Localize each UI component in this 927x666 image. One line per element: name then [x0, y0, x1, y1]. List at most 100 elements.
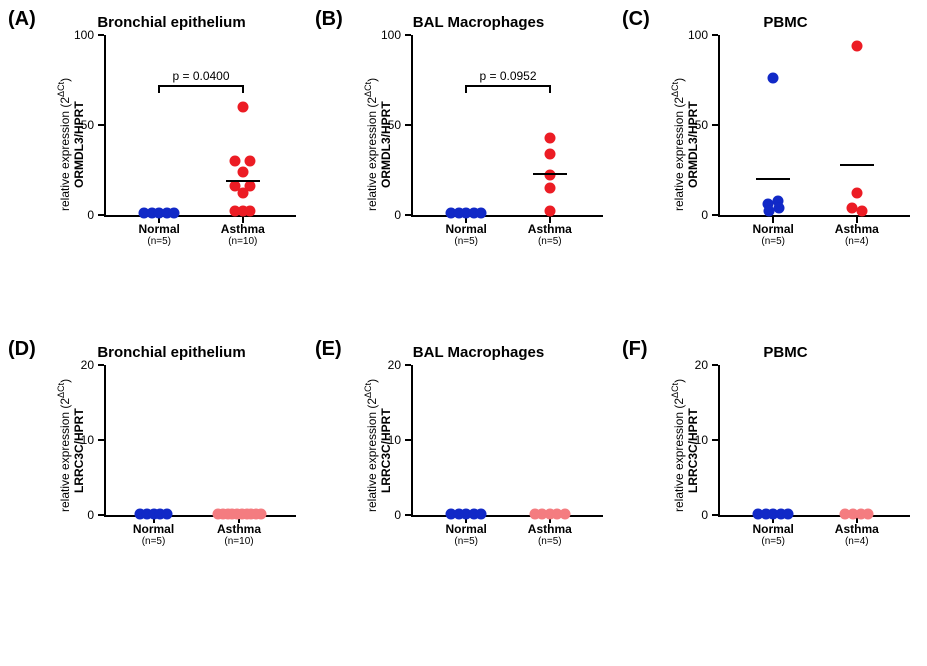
sig-bar — [159, 85, 243, 87]
y-tick — [405, 214, 411, 216]
x-tick-label: Asthma(n=5) — [528, 223, 572, 247]
mean-line — [840, 164, 874, 166]
y-axis-label-2: LRRC3C/HPRT — [379, 408, 393, 493]
y-axis-label-2: ORMDL3/HPRT — [72, 101, 86, 188]
y-tick-label: 10 — [388, 433, 401, 447]
axes: relative expression (2ΔCt)LRRC3C/HPRT010… — [104, 365, 296, 517]
y-axis-label-1: relative expression (2ΔCt) — [670, 379, 686, 512]
data-point — [851, 40, 862, 51]
y-tick — [98, 34, 104, 36]
data-point — [544, 183, 555, 194]
data-point — [230, 156, 241, 167]
data-point — [544, 206, 555, 217]
plot-wrap: PBMCrelative expression (2ΔCt)LRRC3C/HPR… — [656, 344, 915, 654]
y-tick-label: 0 — [394, 508, 401, 522]
sig-bar — [466, 85, 550, 87]
data-point — [237, 102, 248, 113]
y-tick-label: 50 — [695, 118, 708, 132]
axes: relative expression (2ΔCt)ORMDL3/HPRT050… — [718, 35, 910, 217]
y-tick-label: 50 — [81, 118, 94, 132]
y-tick-label: 100 — [74, 28, 94, 42]
y-tick — [712, 364, 718, 366]
y-tick-label: 100 — [688, 28, 708, 42]
y-tick — [405, 439, 411, 441]
y-tick — [98, 124, 104, 126]
y-tick — [98, 214, 104, 216]
data-point — [161, 509, 172, 520]
y-tick-label: 20 — [695, 358, 708, 372]
sig-tick — [158, 85, 160, 92]
y-axis-label-2: ORMDL3/HPRT — [686, 101, 700, 188]
y-tick-label: 10 — [695, 433, 708, 447]
y-tick-label: 20 — [388, 358, 401, 372]
y-tick — [712, 34, 718, 36]
y-tick — [712, 514, 718, 516]
y-axis-label-1: relative expression (2ΔCt) — [670, 78, 686, 211]
data-point — [237, 166, 248, 177]
data-point — [544, 132, 555, 143]
y-axis-label-2: ORMDL3/HPRT — [379, 101, 393, 188]
y-tick — [712, 439, 718, 441]
y-tick-label: 0 — [87, 508, 94, 522]
x-tick-label: Normal(n=5) — [133, 523, 174, 547]
data-point — [856, 206, 867, 217]
y-tick-label: 0 — [87, 208, 94, 222]
y-tick — [712, 124, 718, 126]
y-tick — [405, 514, 411, 516]
panel-letter: (D) — [8, 338, 36, 361]
sig-text: p = 0.0952 — [479, 69, 536, 83]
x-tick-label: Asthma(n=4) — [835, 523, 879, 547]
sig-tick — [549, 85, 551, 92]
y-tick-label: 50 — [388, 118, 401, 132]
panel-letter: (A) — [8, 8, 36, 31]
y-axis-label-1: relative expression (2ΔCt) — [363, 78, 379, 211]
x-tick-label: Normal(n=5) — [753, 223, 794, 247]
data-point — [169, 208, 180, 219]
plot-wrap: Bronchial epitheliumrelative expression … — [42, 344, 301, 654]
data-point — [783, 509, 794, 520]
panel-letter: (C) — [622, 8, 650, 31]
y-tick-label: 0 — [701, 208, 708, 222]
data-point — [255, 509, 266, 520]
y-axis-label-1: relative expression (2ΔCt) — [363, 379, 379, 512]
y-tick — [405, 364, 411, 366]
data-point — [851, 188, 862, 199]
data-point — [544, 148, 555, 159]
y-tick — [98, 364, 104, 366]
axes: relative expression (2ΔCt)LRRC3C/HPRT010… — [718, 365, 910, 517]
y-tick — [405, 124, 411, 126]
plot-wrap: PBMCrelative expression (2ΔCt)ORMDL3/HPR… — [656, 14, 915, 324]
y-tick — [98, 439, 104, 441]
panel-F: (F)PBMCrelative expression (2ΔCt)LRRC3C/… — [622, 338, 919, 658]
data-point — [237, 188, 248, 199]
plot-wrap: BAL Macrophagesrelative expression (2ΔCt… — [349, 344, 608, 654]
x-tick-label: Asthma(n=10) — [221, 223, 265, 247]
panel-letter: (E) — [315, 338, 342, 361]
y-tick-label: 0 — [394, 208, 401, 222]
panel-D: (D) Bronchial epitheliumrelative expressi… — [8, 338, 305, 658]
x-tick-label: Normal(n=5) — [139, 223, 180, 247]
data-point — [245, 156, 256, 167]
x-tick-label: Asthma(n=4) — [835, 223, 879, 247]
data-point — [476, 509, 487, 520]
x-tick-label: Normal(n=5) — [446, 223, 487, 247]
data-point — [245, 206, 256, 217]
mean-line — [533, 173, 567, 175]
axes: relative expression (2ΔCt)ORMDL3/HPRT050… — [411, 35, 603, 217]
panel-E: (E) BAL Macrophagesrelative expression (2… — [315, 338, 612, 658]
x-tick-label: Normal(n=5) — [446, 523, 487, 547]
y-tick — [405, 34, 411, 36]
sig-tick — [465, 85, 467, 92]
y-axis-label-1: relative expression (2ΔCt) — [56, 78, 72, 211]
y-tick-label: 20 — [81, 358, 94, 372]
figure-grid: (A) Bronchial epitheliumrelative expressi… — [8, 8, 919, 658]
mean-line — [756, 178, 790, 180]
plot-wrap: Bronchial epitheliumrelative expression … — [42, 14, 301, 324]
data-point — [560, 509, 571, 520]
x-tick-label: Asthma(n=5) — [528, 523, 572, 547]
data-point — [768, 73, 779, 84]
data-point — [863, 509, 874, 520]
y-tick — [712, 214, 718, 216]
data-point — [476, 208, 487, 219]
x-tick-label: Asthma(n=10) — [217, 523, 261, 547]
